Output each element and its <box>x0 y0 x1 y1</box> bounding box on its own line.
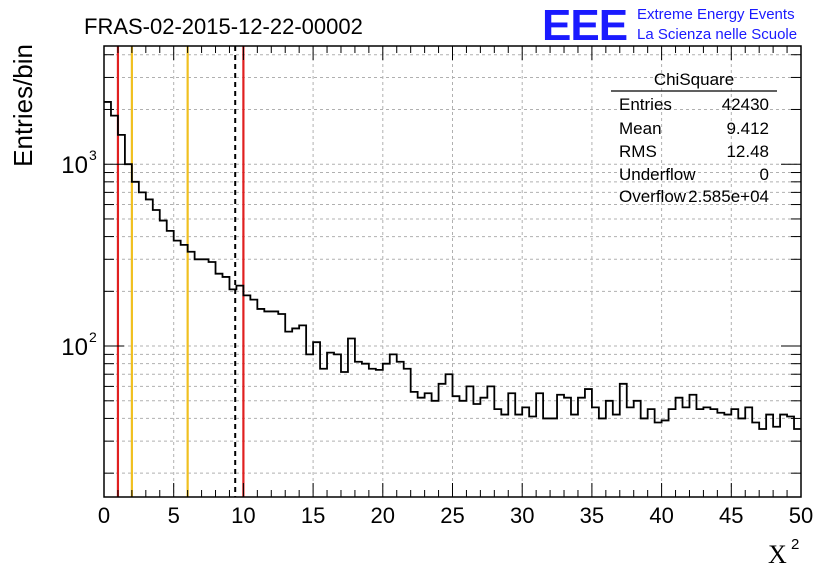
stats-label-entries: Entries <box>619 95 672 114</box>
histogram-outline <box>104 101 801 430</box>
stats-title: ChiSquare <box>654 70 734 89</box>
x-tick-label: 20 <box>371 503 395 528</box>
x-tick-label: 0 <box>98 503 110 528</box>
stats-box: ChiSquare Entries 42430 Mean 9.412 RMS 1… <box>611 70 777 206</box>
x-tick-label: 15 <box>301 503 325 528</box>
x-axis-ticks: 0 5 10 15 20 25 30 35 40 45 50 <box>98 46 813 528</box>
y-tick-label-exponent: 2 <box>89 329 97 345</box>
x-tick-label: 35 <box>580 503 604 528</box>
stats-value-mean: 9.412 <box>726 119 769 138</box>
x-tick-label: 45 <box>719 503 743 528</box>
x-axis-label-superscript: 2 <box>791 536 799 553</box>
x-axis-label-main: X <box>768 540 787 569</box>
y-tick-label: 10 <box>61 334 88 361</box>
grid-lines <box>103 46 802 497</box>
stats-value-entries: 42430 <box>722 95 769 114</box>
stats-label-mean: Mean <box>619 119 662 138</box>
eee-logo-mark: EEE <box>542 1 627 50</box>
y-tick-label-exponent: 3 <box>89 147 97 163</box>
eee-logo: EEE Extreme Energy Events La Scienza nel… <box>542 1 797 50</box>
y-tick-label: 10 <box>61 152 88 179</box>
stats-value-rms: 12.48 <box>726 142 769 161</box>
stats-label-overflow: Overflow <box>619 187 687 206</box>
x-axis-label: X 2 <box>768 536 799 569</box>
stats-value-underflow: 0 <box>760 165 769 184</box>
stats-label-rms: RMS <box>619 142 657 161</box>
eee-logo-line1: Extreme Energy Events <box>637 6 795 23</box>
eee-logo-line2: La Scienza nelle Scuole <box>637 26 797 43</box>
x-tick-label: 5 <box>168 503 180 528</box>
stats-value-overflow: 2.585e+04 <box>688 187 769 206</box>
y-axis-label: Entries/bin <box>8 44 38 167</box>
x-tick-label: 50 <box>789 503 813 528</box>
x-tick-label: 25 <box>440 503 464 528</box>
x-tick-label: 30 <box>510 503 534 528</box>
histogram <box>104 101 801 430</box>
marker-lines <box>116 46 245 497</box>
stats-label-underflow: Underflow <box>619 165 696 184</box>
x-tick-label: 10 <box>231 503 255 528</box>
chart-title: FRAS-02-2015-12-22-00002 <box>84 14 363 39</box>
x-tick-label: 40 <box>649 503 673 528</box>
